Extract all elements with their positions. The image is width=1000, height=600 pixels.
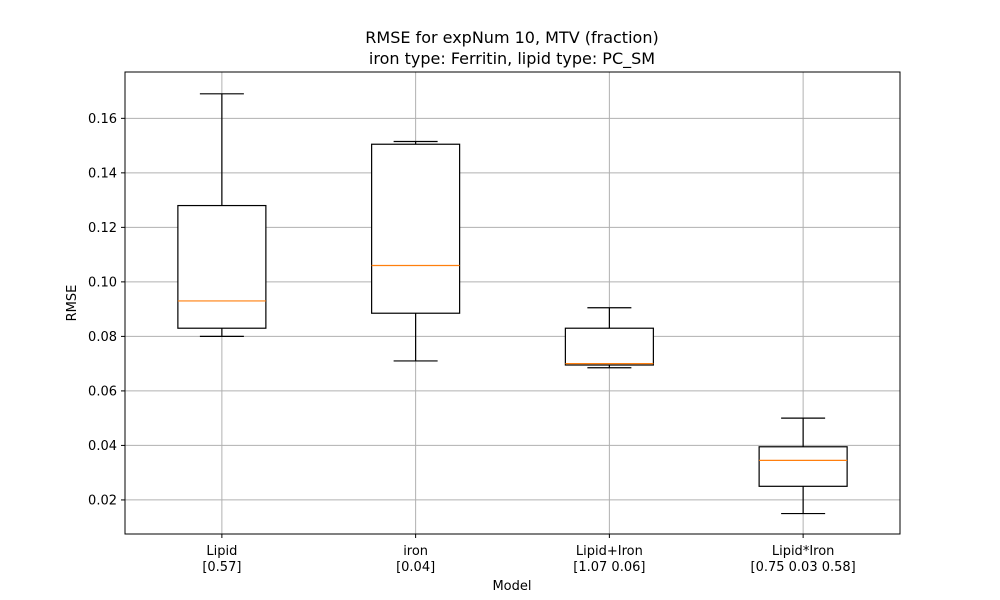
iqr-box [758, 446, 848, 487]
iqr-box [177, 204, 267, 329]
x-tick-label: Lipid*Iron [772, 544, 835, 559]
axis-ticks: 0.020.040.060.080.100.120.140.16Lipid[0.… [88, 112, 856, 575]
y-tick-label: 0.04 [88, 439, 117, 454]
y-tick-label: 0.08 [88, 330, 117, 345]
x-axis-label: Model [492, 579, 531, 594]
y-tick-label: 0.10 [88, 275, 117, 290]
iqr-box [371, 143, 461, 314]
plot-frame [124, 71, 901, 535]
box-plot-lipid-iron [758, 417, 848, 515]
x-tick-label: iron [403, 544, 428, 559]
x-tick-sublabel: [0.57] [202, 560, 241, 575]
x-tick-label: Lipid [206, 544, 237, 559]
chart-title: RMSE for expNum 10, MTV (fraction) [365, 28, 658, 47]
y-tick-label: 0.16 [88, 112, 117, 127]
y-tick-label: 0.12 [88, 221, 117, 236]
iqr-box [564, 327, 654, 366]
box-plot-lipid [177, 93, 267, 337]
x-tick-sublabel: [0.75 0.03 0.58] [751, 560, 856, 575]
y-tick-label: 0.14 [88, 166, 117, 181]
x-tick-sublabel: [1.07 0.06] [573, 560, 645, 575]
chart-subtitle: iron type: Ferritin, lipid type: PC_SM [369, 49, 655, 69]
y-tick-label: 0.02 [88, 493, 117, 508]
y-axis-label: RMSE [65, 285, 80, 322]
y-tick-label: 0.06 [88, 384, 117, 399]
box-plots [177, 93, 848, 515]
box-plot-lipid-iron [564, 307, 654, 369]
box-plot-iron [371, 140, 461, 362]
x-tick-sublabel: [0.04] [396, 560, 435, 575]
x-tick-label: Lipid+Iron [576, 544, 643, 559]
